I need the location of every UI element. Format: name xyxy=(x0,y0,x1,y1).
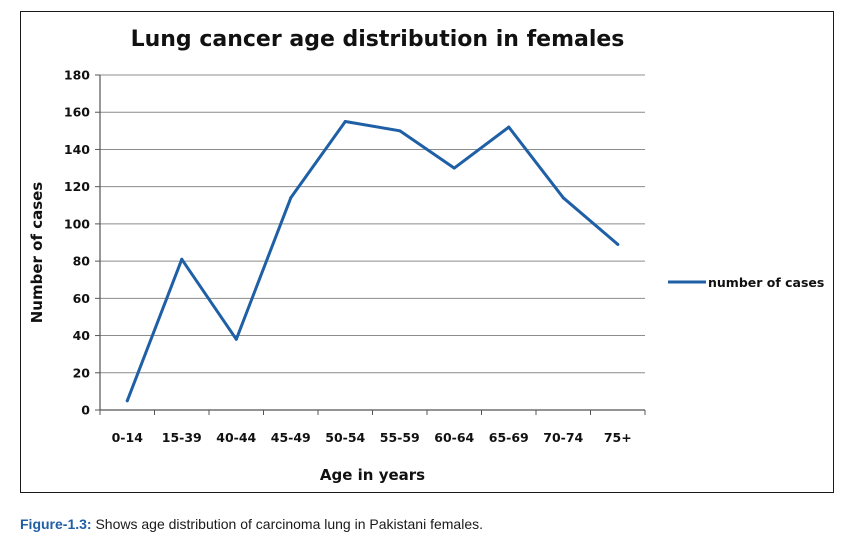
line-chart: Lung cancer age distribution in females … xyxy=(28,27,824,484)
data-point xyxy=(507,125,511,129)
y-tick-labels: 0 20 40 60 80 100 120 140 160 180 xyxy=(64,68,100,418)
data-point xyxy=(234,337,238,341)
x-tick-labels: 0-14 15-39 40-44 45-49 50-54 55-59 60-64 65-69 7… xyxy=(99,410,646,445)
data-point xyxy=(561,196,565,200)
grid-lines xyxy=(100,74,645,374)
y-tick-label: 40 xyxy=(73,328,91,343)
y-tick-label: 100 xyxy=(64,216,90,231)
y-tick-label: 120 xyxy=(64,179,90,194)
y-tick-label: 140 xyxy=(64,142,90,157)
data-point xyxy=(616,242,620,246)
data-point xyxy=(180,257,184,261)
y-tick-label: 180 xyxy=(64,68,90,83)
x-axis-title: Age in years xyxy=(320,466,425,484)
figure-caption: Figure-1.3: Shows age distribution of ca… xyxy=(20,516,483,532)
y-tick-label: 60 xyxy=(73,291,91,306)
series xyxy=(125,120,620,403)
x-tick-label: 15-39 xyxy=(162,430,202,445)
data-point xyxy=(398,129,402,133)
caption-text: Shows age distribution of carcinoma lung… xyxy=(91,516,484,532)
x-tick-label: 65-69 xyxy=(489,430,529,445)
x-tick-label: 0-14 xyxy=(112,430,144,445)
data-point xyxy=(452,166,456,170)
x-tick-label: 45-49 xyxy=(271,430,311,445)
legend-label: number of cases xyxy=(708,275,824,290)
x-tick-label: 50-54 xyxy=(325,430,365,445)
series-line-number-of-cases xyxy=(125,120,620,403)
y-tick-label: 80 xyxy=(73,254,91,269)
data-point xyxy=(343,120,347,124)
data-point xyxy=(125,399,129,403)
caption-label: Figure-1.3: xyxy=(20,516,92,532)
x-tick-label: 55-59 xyxy=(380,430,420,445)
legend: number of cases xyxy=(668,275,824,290)
x-tick-label: 70-74 xyxy=(543,430,583,445)
y-tick-label: 20 xyxy=(73,365,91,380)
x-tick-label: 75+ xyxy=(604,430,632,445)
y-tick-label: 160 xyxy=(64,105,90,120)
data-point xyxy=(289,196,293,200)
x-tick-label: 40-44 xyxy=(216,430,256,445)
y-tick-label: 0 xyxy=(81,403,90,418)
y-axis-title: Number of cases xyxy=(28,182,46,324)
x-tick-label: 60-64 xyxy=(434,430,474,445)
chart-title: Lung cancer age distribution in females xyxy=(131,27,625,52)
